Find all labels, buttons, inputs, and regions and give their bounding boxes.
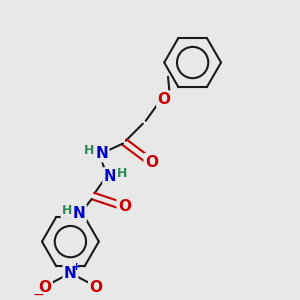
Text: O: O xyxy=(118,199,131,214)
Text: O: O xyxy=(145,154,158,169)
Text: O: O xyxy=(158,92,171,107)
Text: −: − xyxy=(33,288,44,300)
Text: N: N xyxy=(104,169,117,184)
Text: O: O xyxy=(89,280,103,295)
Text: N: N xyxy=(73,206,85,221)
Text: H: H xyxy=(84,144,94,157)
Text: H: H xyxy=(116,167,127,180)
Text: O: O xyxy=(38,280,51,295)
Text: N: N xyxy=(64,266,77,281)
Text: +: + xyxy=(72,262,81,272)
Text: N: N xyxy=(95,146,108,161)
Text: H: H xyxy=(62,204,72,217)
